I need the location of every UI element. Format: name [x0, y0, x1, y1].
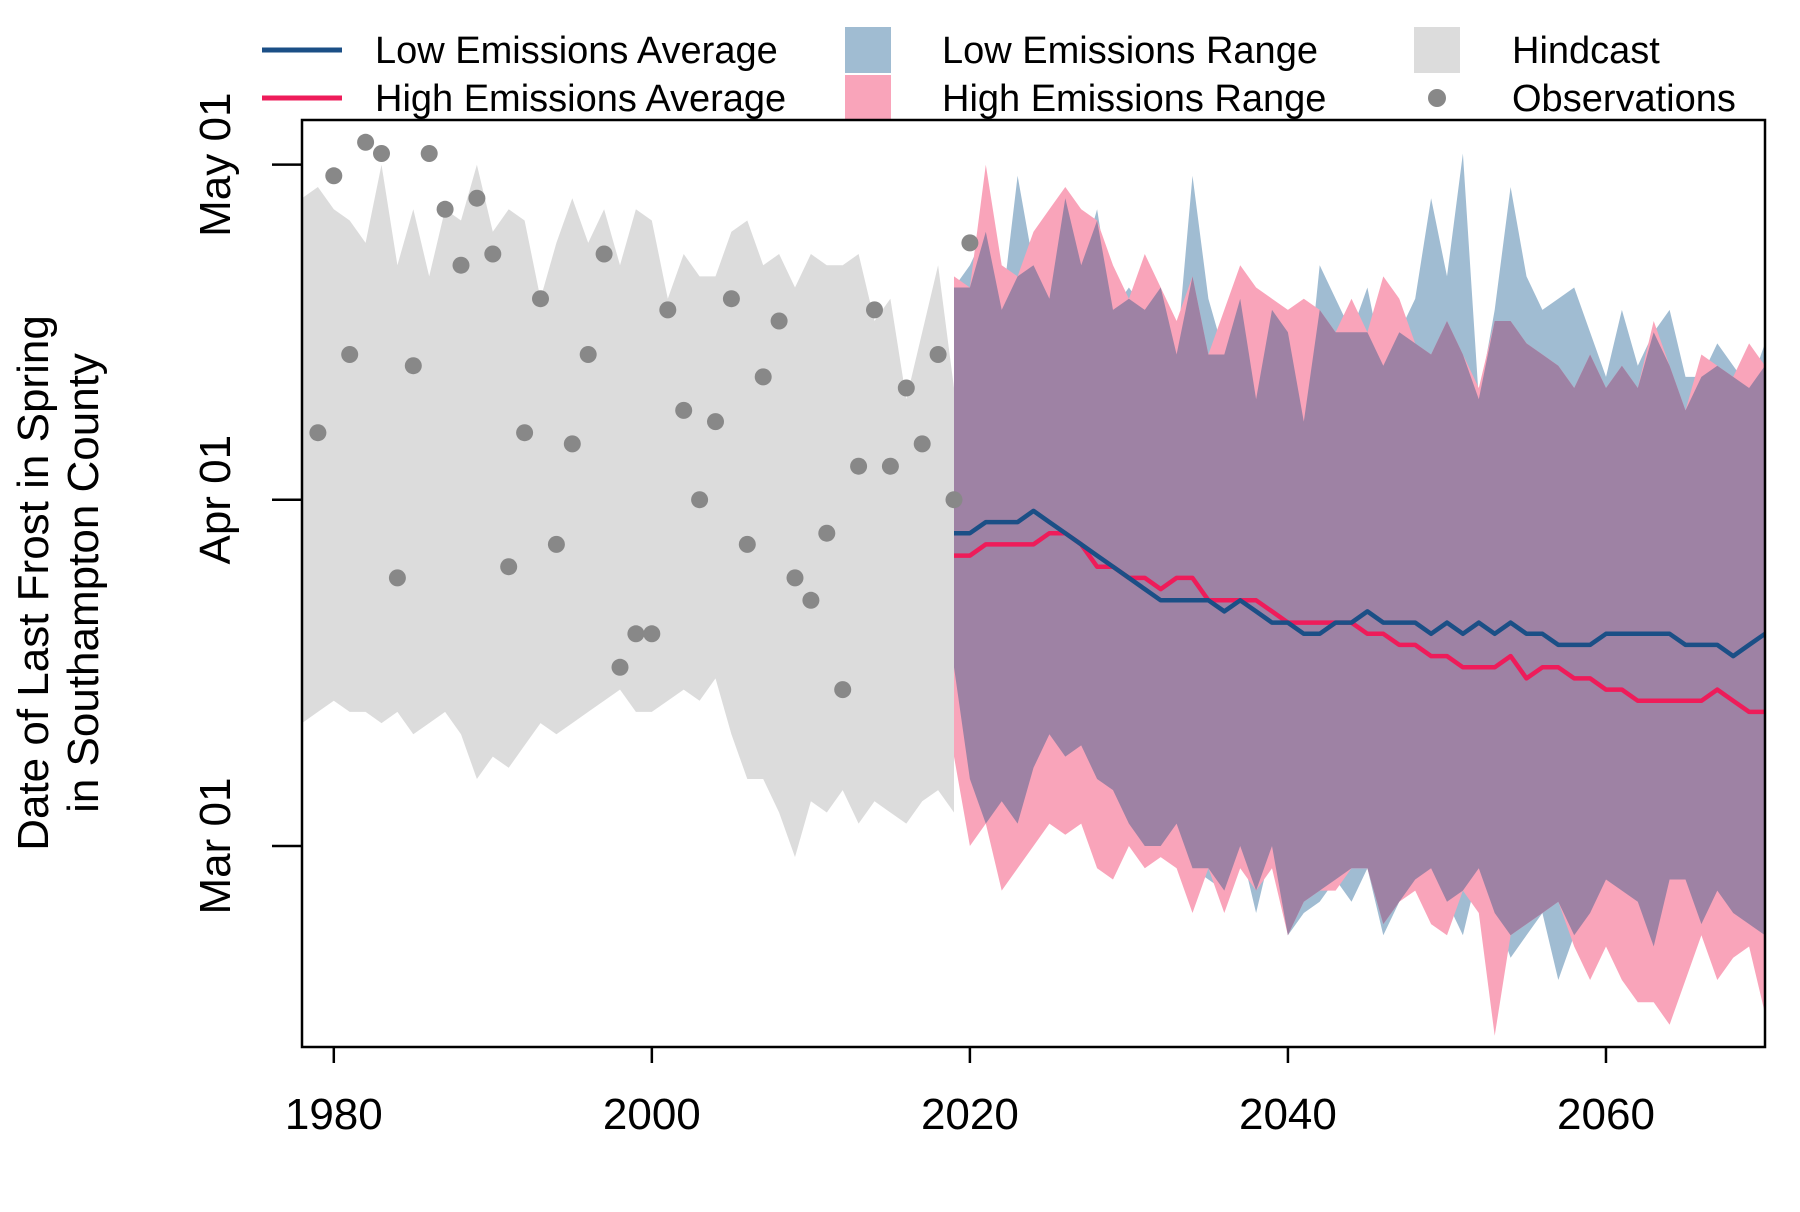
observation-point: [897, 379, 915, 397]
observation-point: [468, 189, 486, 207]
observation-point: [881, 457, 899, 475]
observation-point: [325, 167, 343, 185]
legend-label-observations: Observations: [1512, 78, 1736, 120]
observation-point: [850, 457, 868, 475]
observation-point: [961, 234, 979, 252]
observation-point: [929, 346, 947, 363]
observation-point: [341, 346, 359, 363]
observation-point: [818, 524, 836, 542]
x-axis: 1980 2000 2020 2040 2060: [285, 1047, 1655, 1139]
legend-label-low_range: Low Emissions Range: [942, 30, 1318, 72]
observation-point: [834, 681, 852, 699]
observation-point: [722, 290, 740, 308]
y-tick-label: May 01: [191, 93, 240, 237]
y-axis-label-line1: Date of Last Frost in Spring: [9, 315, 58, 851]
observation-point: [420, 145, 438, 162]
observation-point: [595, 245, 613, 263]
legend-swatch-high_range: [845, 75, 891, 121]
range-overlap-band: [954, 198, 1765, 947]
y-axis-label-line2: in Southampton County: [59, 353, 108, 813]
legend-label-high_range: High Emissions Range: [942, 78, 1326, 120]
observation-point: [945, 491, 963, 509]
x-tick-label: 1980: [285, 1090, 383, 1139]
observation-point: [579, 346, 597, 363]
observation-point: [547, 535, 565, 553]
observation-point: [675, 401, 693, 419]
observation-point: [707, 413, 724, 431]
observation-point: [786, 569, 804, 587]
observation-point: [500, 558, 518, 576]
observation-point: [516, 424, 534, 442]
observation-point: [452, 256, 470, 274]
observation-point: [388, 569, 406, 587]
legend-label-low_avg: Low Emissions Average: [375, 30, 778, 72]
observation-point: [913, 435, 931, 453]
observation-point: [563, 435, 581, 453]
plot-area: [302, 133, 1765, 1036]
observation-point: [643, 625, 661, 643]
observation-point: [691, 491, 709, 509]
hindcast-band: [302, 164, 954, 858]
x-tick-label: 2020: [921, 1090, 1019, 1139]
legend-swatch-hindcast: [1414, 27, 1460, 73]
observation-point: [738, 535, 756, 553]
plot-frame: [300, 118, 1767, 1049]
y-tick-label: Mar 01: [191, 778, 240, 915]
legend: Low Emissions Average Low Emissions Range…: [262, 27, 1736, 121]
observation-point: [770, 312, 788, 330]
legend-swatch-observations: [1428, 89, 1446, 107]
observation-point: [627, 625, 645, 643]
y-tick-label: Apr 01: [191, 435, 240, 565]
observation-point: [357, 133, 375, 151]
observation-point: [802, 591, 820, 609]
high-emissions-average-line: [954, 530, 1765, 715]
observation-point: [659, 301, 677, 319]
observation-point: [611, 658, 629, 676]
observation-point: [373, 145, 390, 162]
y-axis: Mar 01 Apr 01 May 01: [191, 93, 302, 915]
observation-point: [309, 424, 327, 442]
x-tick-label: 2060: [1557, 1090, 1655, 1139]
legend-label-high_avg: High Emissions Average: [375, 78, 786, 120]
x-tick-label: 2000: [603, 1090, 701, 1139]
legend-swatch-low_range: [845, 27, 891, 73]
legend-label-hindcast: Hindcast: [1512, 30, 1660, 72]
observation-point: [532, 290, 549, 308]
observation-point: [484, 245, 502, 263]
observation-point: [436, 200, 454, 218]
observation-point: [754, 368, 772, 386]
low-emissions-average-line: [954, 508, 1765, 659]
observation-point: [404, 357, 422, 375]
x-tick-label: 2040: [1239, 1090, 1337, 1139]
observation-point: [866, 301, 883, 319]
